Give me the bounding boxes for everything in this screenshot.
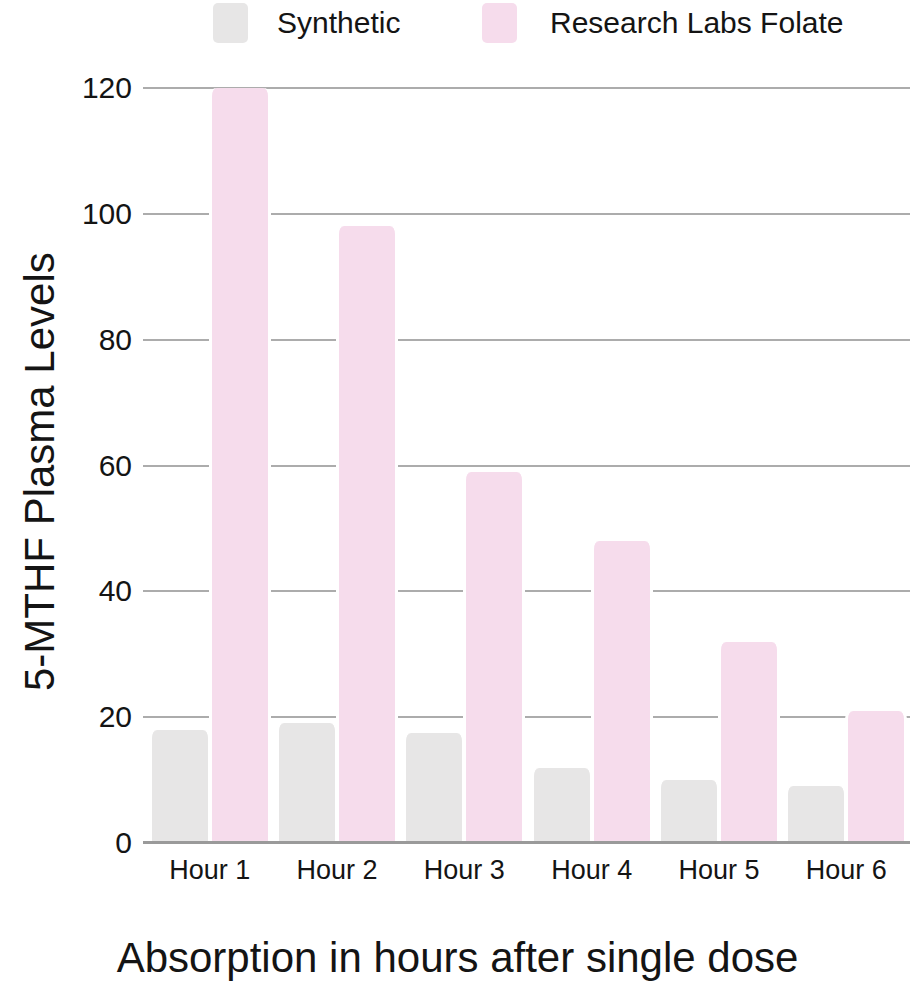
y-tick-label-0: 0 <box>28 825 132 861</box>
bar-folate-5 <box>718 642 780 843</box>
bar-synthetic-4 <box>531 768 593 844</box>
x-tick-label-6: Hour 6 <box>783 852 910 888</box>
y-tick-label-100: 100 <box>28 196 132 232</box>
x-axis-title: Absorption in hours after single dose <box>0 934 915 982</box>
bar-synthetic-5 <box>658 780 720 843</box>
bar-folate-2 <box>336 226 398 843</box>
bar-synthetic-3 <box>403 733 465 843</box>
legend-label-folate: Research Labs Folate <box>550 0 844 46</box>
x-axis-line <box>143 841 910 844</box>
y-tick-label-120: 120 <box>28 70 132 106</box>
x-tick-label-4: Hour 4 <box>528 852 655 888</box>
x-tick-label-5: Hour 5 <box>655 852 782 888</box>
bar-synthetic-1 <box>149 730 211 843</box>
bar-folate-1 <box>209 88 271 843</box>
legend-swatch-folate <box>482 3 517 43</box>
legend-item-folate: Research Labs Folate <box>482 0 844 46</box>
x-tick-label-2: Hour 2 <box>273 852 400 888</box>
bar-synthetic-6 <box>785 786 847 843</box>
legend-item-synthetic: Synthetic <box>213 0 400 46</box>
bar-folate-6 <box>845 711 907 843</box>
y-tick-label-80: 80 <box>28 322 132 358</box>
bar-folate-3 <box>463 472 525 843</box>
bar-chart-figure: Synthetic Research Labs Folate 5-MTHF Pl… <box>0 0 915 993</box>
x-tick-label-1: Hour 1 <box>146 852 273 888</box>
bar-synthetic-2 <box>276 723 338 843</box>
x-tick-label-3: Hour 3 <box>401 852 528 888</box>
y-tick-label-60: 60 <box>28 448 132 484</box>
bar-folate-4 <box>591 541 653 843</box>
legend-swatch-synthetic <box>213 3 248 43</box>
y-tick-label-20: 20 <box>28 699 132 735</box>
y-tick-label-40: 40 <box>28 573 132 609</box>
legend-label-synthetic: Synthetic <box>277 0 400 46</box>
